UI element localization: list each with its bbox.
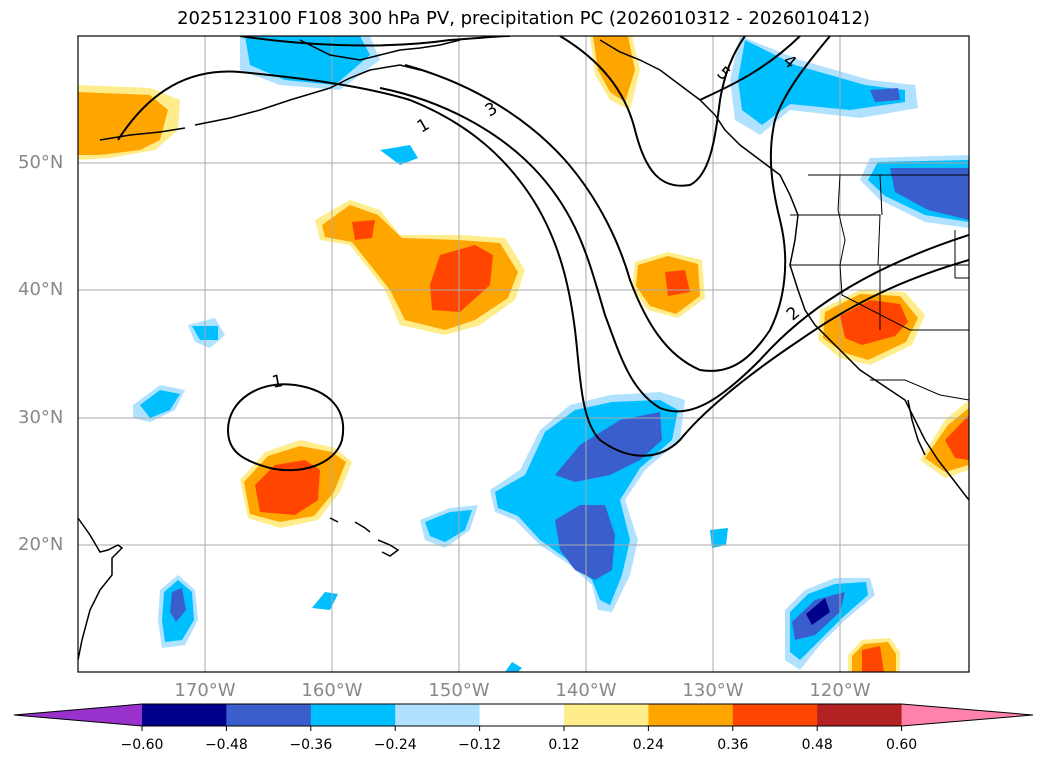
colorbar-tick-label: −0.36 bbox=[289, 737, 333, 753]
colorbar-tick-label: −0.24 bbox=[373, 737, 417, 753]
colorbar-tick-label: 0.60 bbox=[886, 737, 918, 753]
precip-region bbox=[352, 220, 375, 240]
colorbar-bin bbox=[479, 704, 565, 726]
precip-region bbox=[890, 168, 969, 220]
colorbar-bin bbox=[564, 704, 649, 726]
precip-region bbox=[380, 145, 418, 165]
pv-contour-3 bbox=[404, 36, 831, 372]
lat-label-50n: 50°N bbox=[18, 152, 64, 173]
colorbar-tick-label: −0.12 bbox=[458, 737, 502, 753]
pv-contours bbox=[117, 36, 969, 472]
colorbar-extend-max bbox=[901, 704, 1033, 726]
precip-region bbox=[840, 300, 908, 345]
colorbar-bin bbox=[817, 704, 903, 726]
pv-contour-2 bbox=[379, 87, 969, 413]
lat-label-30n: 30°N bbox=[18, 407, 64, 428]
borders bbox=[790, 174, 969, 401]
lon-label-120w: 120°W bbox=[809, 680, 871, 701]
lon-label-150w: 150°W bbox=[428, 680, 490, 701]
map-frame bbox=[77, 35, 970, 673]
precip-region bbox=[430, 245, 493, 312]
pv-contour-4 bbox=[239, 36, 511, 47]
lon-label-160w: 160°W bbox=[301, 680, 363, 701]
precip-region bbox=[870, 88, 900, 102]
colorbar-tick-label: −0.48 bbox=[204, 737, 248, 753]
colorbar-tick-label: −0.60 bbox=[120, 737, 164, 753]
precip-region bbox=[806, 598, 830, 625]
precip-region bbox=[555, 412, 662, 482]
lon-label-130w: 130°W bbox=[682, 680, 744, 701]
precip-region bbox=[945, 415, 969, 460]
precip-region bbox=[140, 390, 180, 418]
colorbar-bin bbox=[648, 704, 734, 726]
colorbar-tick-label: 0.12 bbox=[548, 737, 580, 753]
precip-region bbox=[425, 510, 472, 542]
precip-region bbox=[710, 528, 728, 548]
colorbar-bin bbox=[226, 704, 312, 726]
colorbar-bin bbox=[732, 704, 818, 726]
lat-label-40n: 40°N bbox=[18, 279, 64, 300]
precip-region bbox=[862, 646, 884, 672]
map-title: 2025123100 F108 300 hPa PV, precipitatio… bbox=[177, 8, 870, 29]
colorbar-bin bbox=[142, 704, 227, 726]
precip-region bbox=[255, 460, 320, 515]
precip-shading bbox=[78, 36, 969, 672]
precip-region bbox=[738, 40, 905, 125]
colorbar bbox=[13, 703, 1034, 731]
pv-contour-1-closed bbox=[226, 383, 345, 472]
colorbar-bin bbox=[310, 704, 396, 726]
colorbar-extend-min bbox=[14, 704, 142, 726]
precip-region bbox=[593, 36, 635, 102]
lon-label-140w: 140°W bbox=[555, 680, 617, 701]
lon-label-170w: 170°W bbox=[174, 680, 236, 701]
colorbar-bin bbox=[395, 704, 481, 726]
precip-region bbox=[245, 36, 370, 85]
pv-contour-5 bbox=[559, 36, 746, 187]
lat-label-20n: 20°N bbox=[18, 534, 64, 555]
colorbar-tick-label: 0.48 bbox=[801, 737, 833, 753]
pv-contour-4b bbox=[699, 36, 801, 101]
colorbar-tick-label: 0.36 bbox=[717, 737, 749, 753]
precip-region bbox=[505, 662, 522, 672]
precip-region bbox=[170, 588, 186, 622]
precip-region bbox=[555, 505, 615, 580]
colorbar-tick-label: 0.24 bbox=[632, 737, 664, 753]
pv-contour-1 bbox=[117, 70, 969, 457]
